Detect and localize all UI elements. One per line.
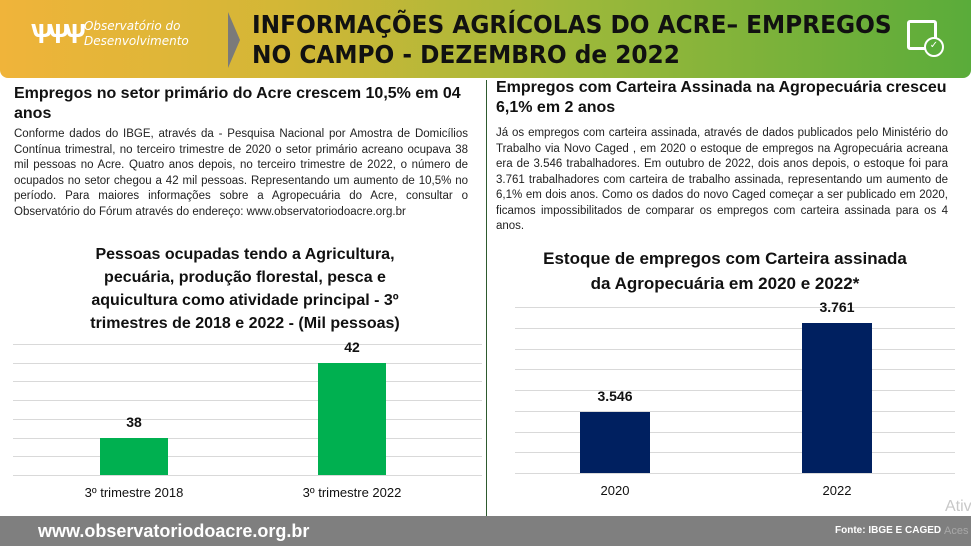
footer-source: Fonte: IBGE E CAGED (835, 525, 942, 536)
x-tick-label: 2022 (822, 483, 852, 498)
column-divider (486, 80, 487, 516)
gridline (515, 432, 955, 433)
footer: www.observatoriodoacre.org.br Fonte: IBG… (0, 516, 971, 546)
left-body: Conforme dados do IBGE, através da - Pes… (14, 128, 468, 218)
bar (318, 362, 386, 475)
x-tick-label: 2020 (600, 483, 630, 498)
right-body: Já os empregos com carteira assinada, at… (496, 127, 948, 232)
page-title: INFORMAÇÕES AGRÍCOLAS DO ACRE– EMPREGOS … (252, 10, 892, 69)
gridline (13, 381, 482, 382)
bar (802, 323, 872, 473)
x-tick-label: 3º trimestre 2018 (84, 485, 184, 500)
left-headline: Empregos no setor primário do Acre cresc… (14, 85, 461, 122)
chart2-title: Estoque de empregos com Carteira assinad… (543, 249, 907, 293)
header-banner: ѰѰѰ Observatório do Desenvolvimento INFOR… (0, 0, 971, 78)
bar (580, 412, 650, 473)
gridline (13, 363, 482, 364)
gridline (515, 411, 955, 412)
bar (100, 437, 168, 475)
gridline (13, 456, 482, 457)
gridline (515, 473, 955, 474)
gridline (13, 419, 482, 420)
gridline (13, 400, 482, 401)
gridline (515, 452, 955, 453)
watermark-line1: Ativ (945, 498, 971, 515)
calendar-check-icon (907, 20, 944, 57)
gridline (13, 438, 482, 439)
gridline (515, 369, 955, 370)
watermark-line2: Aces (944, 525, 969, 537)
gridline (515, 349, 955, 350)
data-label: 38 (126, 413, 142, 430)
people-logo-icon: ѰѰѰ (30, 18, 86, 49)
footer-website-link[interactable]: www.observatoriodoacre.org.br (38, 521, 310, 541)
arrow-separator-icon (228, 12, 240, 68)
right-headline: Empregos com Carteira Assinada na Agrope… (496, 79, 947, 116)
logo: ѰѰѰ Observatório do Desenvolvimento (30, 18, 189, 50)
gridline (13, 475, 482, 476)
gridline (13, 344, 482, 345)
logo-line2: Desenvolvimento (83, 34, 189, 48)
data-label: 3.761 (819, 299, 855, 316)
data-label: 3.546 (597, 388, 633, 405)
chart1-title: Pessoas ocupadas tendo a Agricultura, pe… (90, 246, 400, 332)
x-tick-label: 3º trimestre 2022 (302, 485, 402, 500)
gridline (515, 328, 955, 329)
logo-line1: Observatório do (83, 19, 181, 33)
gridline (515, 390, 955, 391)
gridline (515, 307, 955, 308)
data-label: 42 (344, 338, 360, 355)
